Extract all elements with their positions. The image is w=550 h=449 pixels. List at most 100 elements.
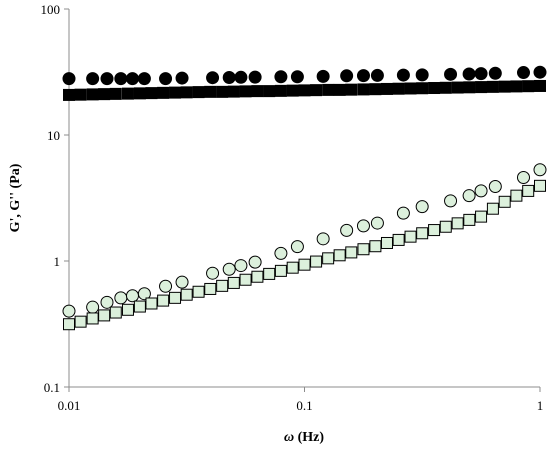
data-point xyxy=(392,82,405,95)
y-tick-label: 1 xyxy=(54,254,61,269)
data-point xyxy=(74,315,87,328)
data-point xyxy=(444,67,458,81)
data-point xyxy=(392,233,405,246)
data-point xyxy=(192,86,205,99)
data-point xyxy=(463,213,476,226)
data-point xyxy=(415,68,429,82)
data-point xyxy=(286,84,299,97)
data-point xyxy=(114,291,128,305)
data-point xyxy=(159,72,173,86)
data-point xyxy=(404,82,417,95)
data-point xyxy=(310,255,323,268)
data-point xyxy=(109,87,122,100)
data-point xyxy=(516,66,530,80)
data-point xyxy=(380,82,393,95)
data-point xyxy=(63,318,75,331)
data-point xyxy=(86,300,100,314)
data-point xyxy=(222,262,236,276)
data-point xyxy=(98,309,111,322)
data-point xyxy=(474,67,488,81)
data-point xyxy=(114,72,128,86)
data-point xyxy=(370,216,384,230)
data-point xyxy=(157,294,170,307)
data-point xyxy=(133,87,146,100)
data-point xyxy=(286,261,299,274)
data-point xyxy=(370,68,384,82)
data-point xyxy=(239,273,252,286)
data-point xyxy=(227,276,240,289)
data-point xyxy=(251,270,264,283)
data-point xyxy=(239,85,252,98)
data-point xyxy=(145,297,158,310)
data-point xyxy=(316,69,330,83)
data-point xyxy=(340,223,354,237)
data-point xyxy=(216,85,229,98)
data-point xyxy=(333,83,346,96)
data-point xyxy=(133,300,146,313)
y-tick-label: 10 xyxy=(47,128,60,143)
data-point xyxy=(204,85,217,98)
data-point xyxy=(159,279,173,293)
data-point xyxy=(345,83,358,96)
data-point xyxy=(169,86,182,99)
data-point xyxy=(310,84,323,97)
data-point xyxy=(86,312,99,325)
data-point xyxy=(488,180,502,194)
data-point xyxy=(86,88,99,101)
x-tick-label: 0.01 xyxy=(58,398,81,413)
data-point xyxy=(290,70,304,84)
data-point xyxy=(169,291,182,304)
data-point xyxy=(216,279,229,292)
data-point xyxy=(274,70,288,84)
data-point xyxy=(109,306,122,319)
data-point xyxy=(98,88,111,101)
series-3 xyxy=(62,163,547,318)
data-point xyxy=(439,81,452,94)
data-point xyxy=(298,84,311,97)
data-point xyxy=(396,68,410,82)
data-point xyxy=(222,70,236,84)
data-point xyxy=(451,217,464,230)
data-point xyxy=(356,69,370,83)
data-point xyxy=(428,82,441,95)
data-point xyxy=(416,82,429,95)
data-point xyxy=(175,71,189,85)
x-axis-title-unit: (Hz) xyxy=(294,430,324,445)
data-point xyxy=(534,179,546,192)
data-point xyxy=(522,184,535,197)
data-point xyxy=(274,84,287,97)
data-point xyxy=(416,227,429,240)
data-point xyxy=(510,80,523,93)
data-point xyxy=(404,230,417,243)
data-point xyxy=(357,243,370,256)
data-point xyxy=(322,252,335,265)
data-point xyxy=(463,81,476,94)
data-point xyxy=(145,87,158,100)
data-point xyxy=(180,288,193,301)
data-point xyxy=(227,85,240,98)
data-point xyxy=(121,87,134,100)
x-tick-label: 0.1 xyxy=(296,398,312,413)
data-point xyxy=(533,65,547,79)
data-point xyxy=(274,246,288,260)
data-point xyxy=(322,83,335,96)
data-point xyxy=(488,66,502,80)
data-point xyxy=(533,163,547,177)
y-tick-label: 0.1 xyxy=(44,380,60,395)
data-point xyxy=(516,170,530,184)
data-point xyxy=(534,79,546,92)
data-point xyxy=(263,267,276,280)
data-point xyxy=(428,224,441,237)
data-point xyxy=(369,83,382,96)
data-point xyxy=(451,81,464,94)
data-point xyxy=(100,295,114,309)
data-point xyxy=(86,72,100,86)
y-axis-title: G', G'' (Pa) xyxy=(8,163,23,232)
data-point xyxy=(474,184,488,198)
data-point xyxy=(157,86,170,99)
data-point xyxy=(234,259,248,273)
data-point xyxy=(415,200,429,214)
data-point xyxy=(462,189,476,203)
series-layer xyxy=(62,65,547,331)
